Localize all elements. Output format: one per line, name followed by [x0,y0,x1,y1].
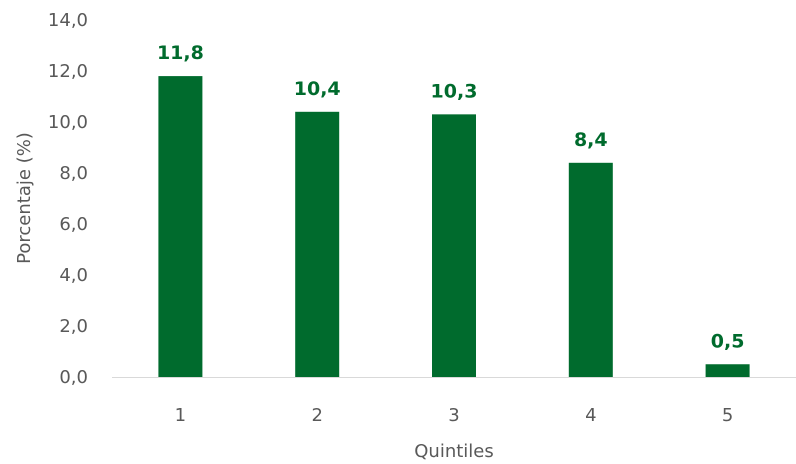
x-axis-title: Quintiles [414,441,494,462]
y-tick-label: 8,0 [59,163,88,184]
y-tick-label: 4,0 [59,265,88,286]
bar-2 [295,111,340,378]
data-label-3: 10,3 [431,80,478,102]
y-axis-ticks: 0,0 2,0 4,0 6,0 8,0 10,0 12,0 14,0 [48,10,88,388]
y-axis-title: Porcentaje (%) [14,132,35,264]
y-tick-label: 14,0 [48,10,88,31]
x-axis-ticks: 1 2 3 4 5 [175,405,734,426]
data-label-4: 8,4 [574,129,608,151]
bar-3 [432,114,476,377]
bars-group [158,76,750,378]
data-label-2: 10,4 [294,78,341,100]
x-tick-label: 3 [448,405,459,426]
y-tick-label: 12,0 [48,61,88,82]
bar-1 [158,76,203,377]
x-tick-label: 2 [311,405,322,426]
x-tick-label: 5 [722,405,733,426]
bar-5 [705,364,750,377]
y-tick-label: 10,0 [48,112,88,133]
y-tick-label: 6,0 [59,214,88,235]
data-label-5: 0,5 [711,330,745,352]
data-labels-group: 11,8 10,4 10,3 8,4 0,5 [157,42,744,352]
x-tick-label: 1 [175,405,186,426]
bar-4 [568,162,613,377]
x-tick-label: 4 [585,405,596,426]
data-label-1: 11,8 [157,42,204,64]
y-tick-label: 0,0 [59,367,88,388]
y-tick-label: 2,0 [59,316,88,337]
